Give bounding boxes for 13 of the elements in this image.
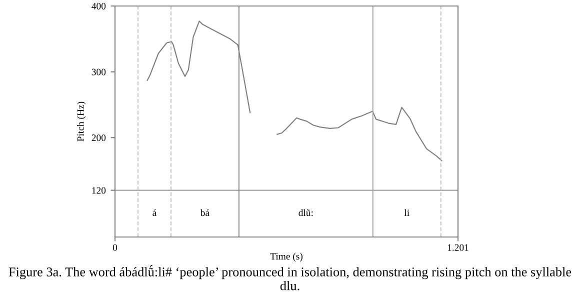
caption: Figure 3a. The word ábádlṹ:li# ‘people’ pronounced in isolation, demonstrating rising pitch on the syllable dlu. xyxy=(8,265,572,290)
y-axis-title: Pitch (Hz) xyxy=(77,102,86,142)
annotation: bá xyxy=(200,209,210,216)
y-tick-label: 120 xyxy=(92,187,106,194)
annotation: dlũ: xyxy=(298,209,313,216)
annotation: á xyxy=(152,209,157,216)
annotation: li xyxy=(404,209,410,216)
y-tick-label: 200 xyxy=(92,134,106,142)
x-tick-label: 1.201 xyxy=(448,244,468,251)
x-tick-label: 0 xyxy=(112,244,118,251)
x-axis-title: Time (s) xyxy=(270,252,303,262)
y-tick-label: 300 xyxy=(92,68,106,76)
y-tick-label: 400 xyxy=(92,2,106,10)
